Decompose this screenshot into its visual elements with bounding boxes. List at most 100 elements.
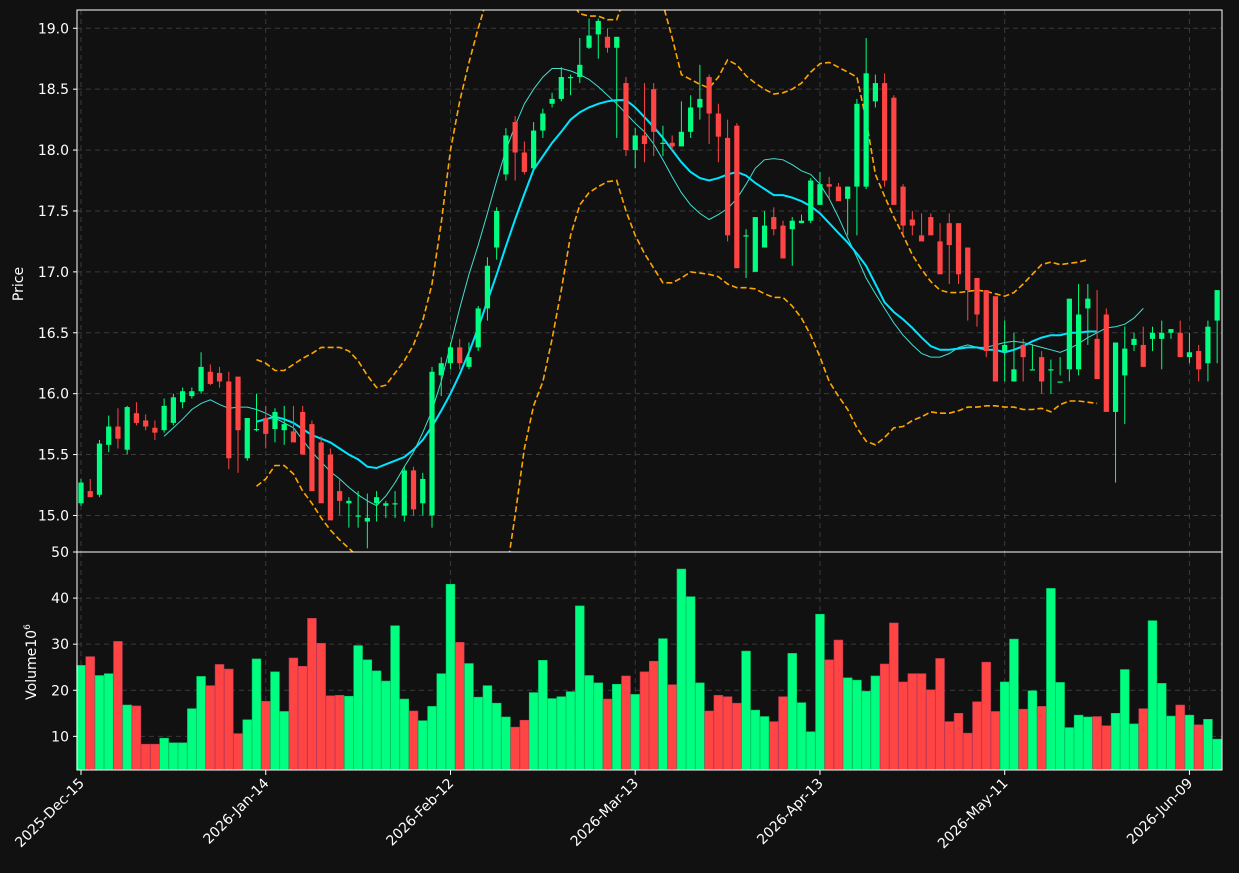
candle-body xyxy=(900,186,906,226)
price-axis-label: Price xyxy=(11,267,27,301)
price-tick-label: 18.0 xyxy=(38,143,69,159)
volume-bar xyxy=(279,711,289,771)
candle-body xyxy=(355,515,361,517)
volume-bar xyxy=(1203,719,1213,771)
candle-body xyxy=(1149,332,1156,339)
candle-body xyxy=(955,223,962,275)
candle-body xyxy=(817,184,823,205)
volume-bar xyxy=(316,642,326,771)
volume-bar xyxy=(787,653,797,771)
volume-bar xyxy=(399,698,409,771)
volume-bar xyxy=(935,658,945,771)
volume-bar xyxy=(1027,690,1038,771)
volume-bar xyxy=(704,710,714,771)
volume-bar xyxy=(667,684,677,771)
candle-body xyxy=(263,418,269,434)
volume-bar xyxy=(177,742,188,771)
candle-body xyxy=(383,503,389,506)
candle-body xyxy=(115,426,121,439)
volume-axis-label-power: 6 xyxy=(23,624,33,630)
candle-body xyxy=(429,371,435,516)
candle-body xyxy=(724,137,731,236)
candle-body xyxy=(937,241,943,275)
volume-bar xyxy=(815,613,825,771)
candle-body xyxy=(669,142,675,147)
candle-body xyxy=(614,36,620,48)
volume-bar xyxy=(972,701,982,771)
volume-bar xyxy=(565,691,576,771)
candle-body xyxy=(577,64,583,77)
volume-bar xyxy=(722,696,733,771)
volume-bar xyxy=(999,681,1010,771)
candle-body xyxy=(1002,344,1008,352)
candle-body xyxy=(928,217,934,236)
candle-body xyxy=(106,426,112,445)
price-tick-label: 19.0 xyxy=(38,21,69,37)
volume-bar xyxy=(889,622,899,771)
candle-body xyxy=(346,500,352,504)
candle-body xyxy=(734,125,740,269)
volume-bar xyxy=(806,731,816,771)
volume-tick-label: 30 xyxy=(51,637,69,653)
volume-bar xyxy=(1147,620,1158,771)
candle-body xyxy=(87,491,93,498)
candle-body xyxy=(549,98,555,104)
candle-body xyxy=(1196,351,1202,370)
candle-body xyxy=(604,36,611,48)
candle-body xyxy=(1205,326,1211,364)
price-grid xyxy=(77,10,1222,552)
volume-bar xyxy=(140,743,151,771)
candle-body xyxy=(761,225,768,248)
candle-body xyxy=(752,217,758,272)
volume-tick-label: 40 xyxy=(51,591,69,607)
volume-bar xyxy=(1083,716,1093,771)
volume-bar xyxy=(242,719,252,771)
volume-bar xyxy=(676,568,687,771)
candle-body xyxy=(595,20,601,35)
volume-bar xyxy=(390,625,400,771)
candle-body xyxy=(235,376,241,431)
volume-bar xyxy=(648,660,659,771)
volume-bar xyxy=(1073,714,1084,771)
volume-axis-label-base: 10 xyxy=(24,630,40,648)
candle-body xyxy=(281,424,287,431)
candle-body xyxy=(1048,369,1054,371)
volume-bar xyxy=(538,660,548,771)
candle-body xyxy=(207,371,213,384)
volume-bar xyxy=(427,706,437,771)
price-tick-label: 16.0 xyxy=(38,387,69,403)
candle-body xyxy=(1011,369,1017,382)
candle-body xyxy=(632,135,638,151)
candle-body xyxy=(1103,314,1109,412)
volume-bars xyxy=(76,568,1222,771)
candle-body xyxy=(143,420,149,427)
volume-bar xyxy=(344,695,354,771)
candle-body xyxy=(623,83,629,151)
volume-bar xyxy=(990,711,1001,771)
candle-body xyxy=(1075,314,1082,370)
volume-bar xyxy=(1212,738,1222,771)
candle-body xyxy=(1029,369,1036,371)
volume-bar xyxy=(491,702,502,771)
volume-bar xyxy=(732,702,742,771)
volume-bar xyxy=(612,683,622,771)
candle-body xyxy=(697,98,703,108)
candle-body xyxy=(410,470,417,510)
volume-bar xyxy=(528,692,539,771)
volume-bar xyxy=(1166,715,1176,771)
candle-body xyxy=(1085,298,1091,309)
candle-body xyxy=(1131,338,1137,345)
volume-bar xyxy=(270,671,280,771)
volume-bar xyxy=(602,698,613,771)
volume-bar xyxy=(1138,708,1148,771)
upper-band-line xyxy=(256,10,1089,389)
volume-bar xyxy=(94,675,105,771)
volume-bar xyxy=(953,713,964,771)
volume-bar xyxy=(371,670,382,771)
bollinger-bands xyxy=(256,10,1098,552)
candle-body xyxy=(300,411,306,455)
volume-bar xyxy=(621,675,631,771)
candle-body xyxy=(78,482,84,504)
candle-body xyxy=(882,83,888,181)
volume-bar xyxy=(76,665,86,771)
